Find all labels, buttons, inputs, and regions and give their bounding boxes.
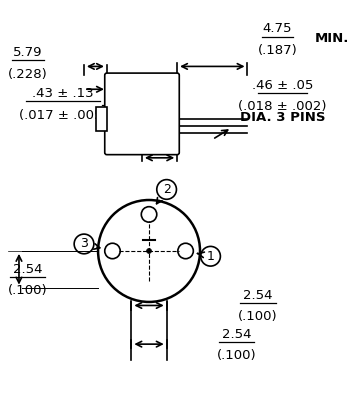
Circle shape (105, 243, 120, 259)
Text: (.018 ± .002): (.018 ± .002) (238, 100, 327, 113)
Text: 2.54: 2.54 (243, 289, 273, 302)
Text: 4.75: 4.75 (263, 22, 292, 36)
Circle shape (147, 248, 152, 254)
Text: DIA. 3 PINS: DIA. 3 PINS (240, 111, 326, 124)
Text: (.187): (.187) (257, 44, 297, 57)
Text: (.100): (.100) (238, 310, 278, 323)
Text: .43 ± .13: .43 ± .13 (32, 87, 94, 100)
Text: 2.54: 2.54 (222, 328, 252, 341)
Circle shape (141, 207, 157, 222)
Text: (.100): (.100) (8, 284, 48, 297)
Text: (.017 ± .005): (.017 ± .005) (18, 109, 107, 122)
Text: (.228): (.228) (8, 68, 48, 81)
FancyBboxPatch shape (105, 73, 179, 155)
Text: .46 ± .05: .46 ± .05 (252, 79, 313, 92)
Text: 2.54: 2.54 (13, 262, 43, 276)
Text: 2: 2 (163, 183, 170, 196)
Bar (96, 107, 107, 132)
Text: (.100): (.100) (217, 349, 257, 362)
Text: 1: 1 (207, 250, 214, 263)
Circle shape (178, 243, 193, 259)
Text: MIN.: MIN. (315, 32, 349, 46)
Text: 5.79: 5.79 (13, 46, 43, 59)
Text: 3: 3 (80, 238, 88, 250)
